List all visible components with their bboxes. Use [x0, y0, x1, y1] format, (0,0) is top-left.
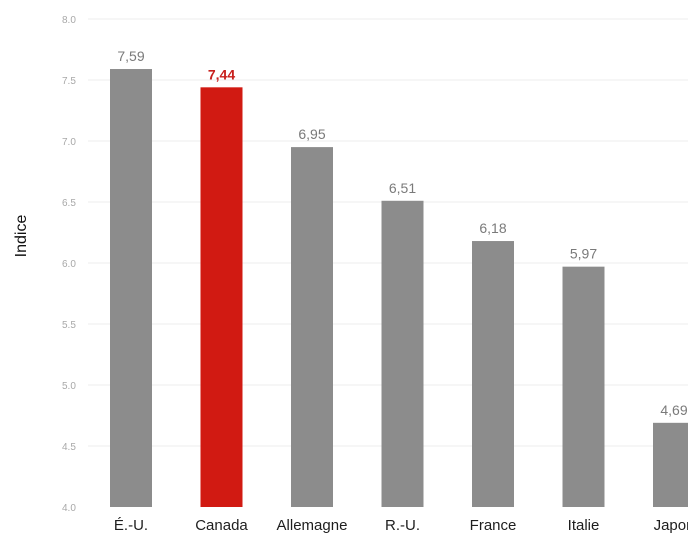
y-tick-label: 5.0: [62, 381, 76, 392]
bar: [653, 422, 688, 507]
bar-value-label: 6,51: [389, 180, 416, 196]
bar-value-label: 6,18: [479, 220, 506, 236]
y-tick-label: 4.0: [62, 503, 76, 514]
x-category-label: Italie: [568, 517, 600, 534]
y-axis-ticks: 4.0 4.5 5.0 5.5 6.0 6.5 7.0 7.5 8.0: [62, 15, 76, 514]
bar: [381, 200, 424, 507]
x-category-label: É.-U.: [114, 517, 148, 534]
x-category-label: Allemagne: [277, 517, 348, 534]
bar-value-label: 7,59: [117, 48, 144, 64]
x-category-label: R.-U.: [385, 517, 420, 534]
y-tick-label: 7.5: [62, 76, 76, 87]
x-axis-labels: É.-U. Canada Allemagne R.-U. France Italie Jap…: [114, 517, 688, 534]
y-tick-label: 4.5: [62, 442, 76, 453]
bar: [291, 147, 333, 507]
y-tick-label: 5.5: [62, 320, 76, 331]
bars: [110, 69, 688, 508]
y-tick-label: 6.5: [62, 198, 76, 209]
bar-highlighted: [200, 87, 243, 507]
bar: [562, 266, 605, 507]
y-tick-label: 8.0: [62, 15, 76, 26]
bar-value-label: 7,44: [208, 66, 235, 82]
y-tick-label: 7.0: [62, 137, 76, 148]
y-axis-title: Indice: [13, 215, 30, 258]
x-category-label: Canada: [195, 517, 248, 534]
bar: [472, 241, 514, 508]
bar: [110, 69, 152, 508]
bar-value-label: 4,69: [660, 402, 687, 418]
y-tick-label: 6.0: [62, 259, 76, 270]
value-labels: 7,59 7,44 6,95 6,51 6,18 5,97 4,69: [117, 48, 687, 418]
x-category-label: Japon: [654, 517, 688, 534]
bar-value-label: 6,95: [298, 126, 325, 142]
x-category-label: France: [470, 517, 517, 534]
bar-value-label: 5,97: [570, 246, 597, 262]
